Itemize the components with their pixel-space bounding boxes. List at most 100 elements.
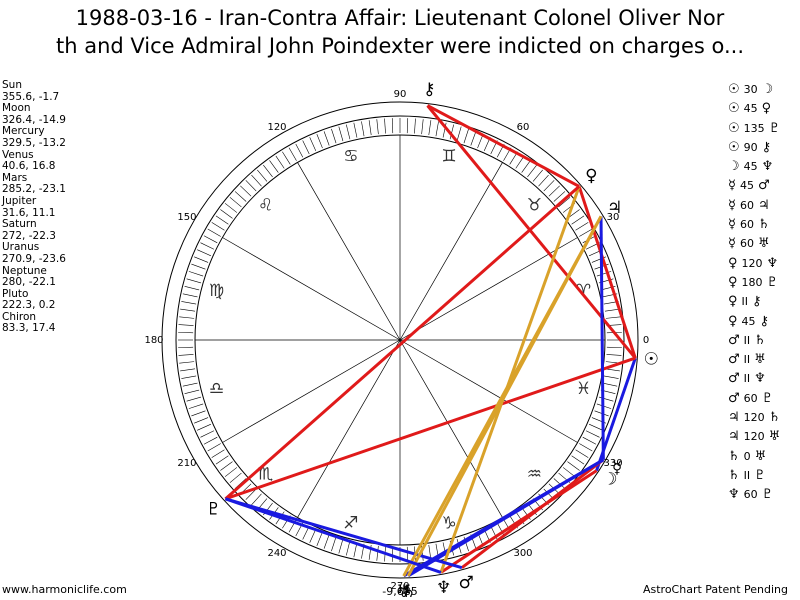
degree-label: 180 xyxy=(144,335,163,346)
planet-name: Neptune xyxy=(2,264,47,277)
hatch-line xyxy=(203,436,218,445)
planet-name: Uranus xyxy=(2,241,40,254)
sign-glyph: ♓ xyxy=(576,379,591,399)
aspect-from: ♂ xyxy=(728,352,740,368)
hatch-line xyxy=(496,522,505,537)
degree-label: 330 xyxy=(603,458,622,469)
aspect-to: ♀ xyxy=(761,101,772,117)
hatch-line xyxy=(211,449,225,458)
aspect-line xyxy=(225,497,463,570)
aspect-from: ☉ xyxy=(728,139,740,155)
aspect-entry: ☉ 45 ♀ xyxy=(728,99,780,118)
hatch-line xyxy=(331,128,337,144)
planet-name: Moon xyxy=(2,102,31,115)
planet-lat: 17.4 xyxy=(25,322,55,334)
degree-label: 300 xyxy=(513,548,532,559)
sign-glyph: ♏ xyxy=(258,464,273,484)
spoke xyxy=(297,162,401,341)
aspect-line xyxy=(224,356,636,501)
aspect-entry: ♀ II ⚷ xyxy=(728,292,780,311)
hatch-line xyxy=(220,461,233,471)
hatch-line xyxy=(553,191,566,202)
spoke xyxy=(222,339,401,443)
aspect-from: ☿ xyxy=(728,178,736,194)
planet-glyph: ☿ xyxy=(612,458,622,478)
aspect-from: ☉ xyxy=(728,101,740,117)
hatch-line xyxy=(182,293,198,298)
aspect-from: ☿ xyxy=(728,197,736,213)
hatch-line xyxy=(188,271,204,277)
hatch-line xyxy=(215,215,229,225)
hatch-line xyxy=(463,128,469,144)
aspect-entry: ☽ 45 ♆ xyxy=(728,157,780,176)
planet-name: Venus xyxy=(2,148,34,161)
planet-lat: -22.3 xyxy=(22,230,56,242)
hatch-line xyxy=(338,538,344,554)
hatch-line xyxy=(598,396,614,402)
aspect-to: ☽ xyxy=(761,82,774,97)
aspect-line xyxy=(224,185,581,500)
hatch-line xyxy=(178,324,194,326)
sign-glyph: ♍ xyxy=(209,281,224,301)
hatch-line xyxy=(179,361,195,364)
hatch-line xyxy=(178,331,194,334)
aspect-type: 135 xyxy=(743,121,765,135)
hatch-line xyxy=(562,467,576,477)
aspect-line xyxy=(426,104,580,188)
hatch-line xyxy=(184,389,200,394)
hatch-line xyxy=(558,197,571,208)
hatch-line xyxy=(346,540,351,556)
hatch-line xyxy=(406,118,409,134)
hatch-line xyxy=(605,316,621,319)
aspect-line xyxy=(440,469,598,574)
planet-lon: 83.3 xyxy=(2,322,26,335)
planet-lat: -23.6 xyxy=(32,253,66,265)
hatch-line xyxy=(257,169,268,182)
planet-lat: -1.7 xyxy=(32,91,59,103)
planet-list: Sun355.6-1.7Moon326.4-14.9Mercury329.5-1… xyxy=(2,79,66,335)
hatch-line xyxy=(178,346,194,349)
planet-lat: 16.8 xyxy=(25,160,55,172)
hatch-line xyxy=(191,263,206,270)
hatch-line xyxy=(571,215,585,225)
planet-coords: 31.611.1 xyxy=(2,207,66,220)
hatch-line xyxy=(567,461,580,471)
aspect-type: II xyxy=(741,295,749,309)
degree-label: 0 xyxy=(643,335,649,346)
degree-label: 270 xyxy=(390,581,409,592)
hatch-line xyxy=(203,235,218,244)
planet-lat: 0.2 xyxy=(32,299,55,311)
aspect-type: 120 xyxy=(743,411,765,425)
aspect-from: ☉ xyxy=(728,82,740,97)
aspect-type: II xyxy=(743,468,751,482)
planet-lat: 11.1 xyxy=(25,207,55,219)
aspect-to: ♄ xyxy=(768,410,781,426)
aspect-from: ♀ xyxy=(728,255,738,271)
aspect-to: ♄ xyxy=(754,332,766,348)
planet-coords: 83.317.4 xyxy=(2,322,66,335)
hatch-line xyxy=(182,382,198,387)
hatch-line xyxy=(582,436,597,445)
planet-name: Saturn xyxy=(2,218,37,231)
degree-label: 120 xyxy=(267,122,286,133)
title-line: 1988-03-16 - Iran-Contra Affair: Lieuten… xyxy=(75,6,725,30)
hatch-line xyxy=(181,301,197,305)
aspect-to: ♇ xyxy=(768,120,781,136)
degree-label: 30 xyxy=(607,212,620,223)
degree-label: 150 xyxy=(177,212,196,223)
aspect-entry: ♃ 120 ♄ xyxy=(728,408,780,427)
hatch-line xyxy=(180,308,196,312)
hatch-line xyxy=(338,126,344,142)
planet-glyph: ♂ xyxy=(458,573,473,593)
aspect-from: ♀ xyxy=(728,274,738,290)
hatch-line xyxy=(229,472,242,483)
hatch-line xyxy=(282,151,291,165)
planet-coords: 285.2-23.1 xyxy=(2,183,66,196)
planet-glyph: ♅ xyxy=(396,582,411,600)
aspect-type: 60 xyxy=(739,218,754,232)
